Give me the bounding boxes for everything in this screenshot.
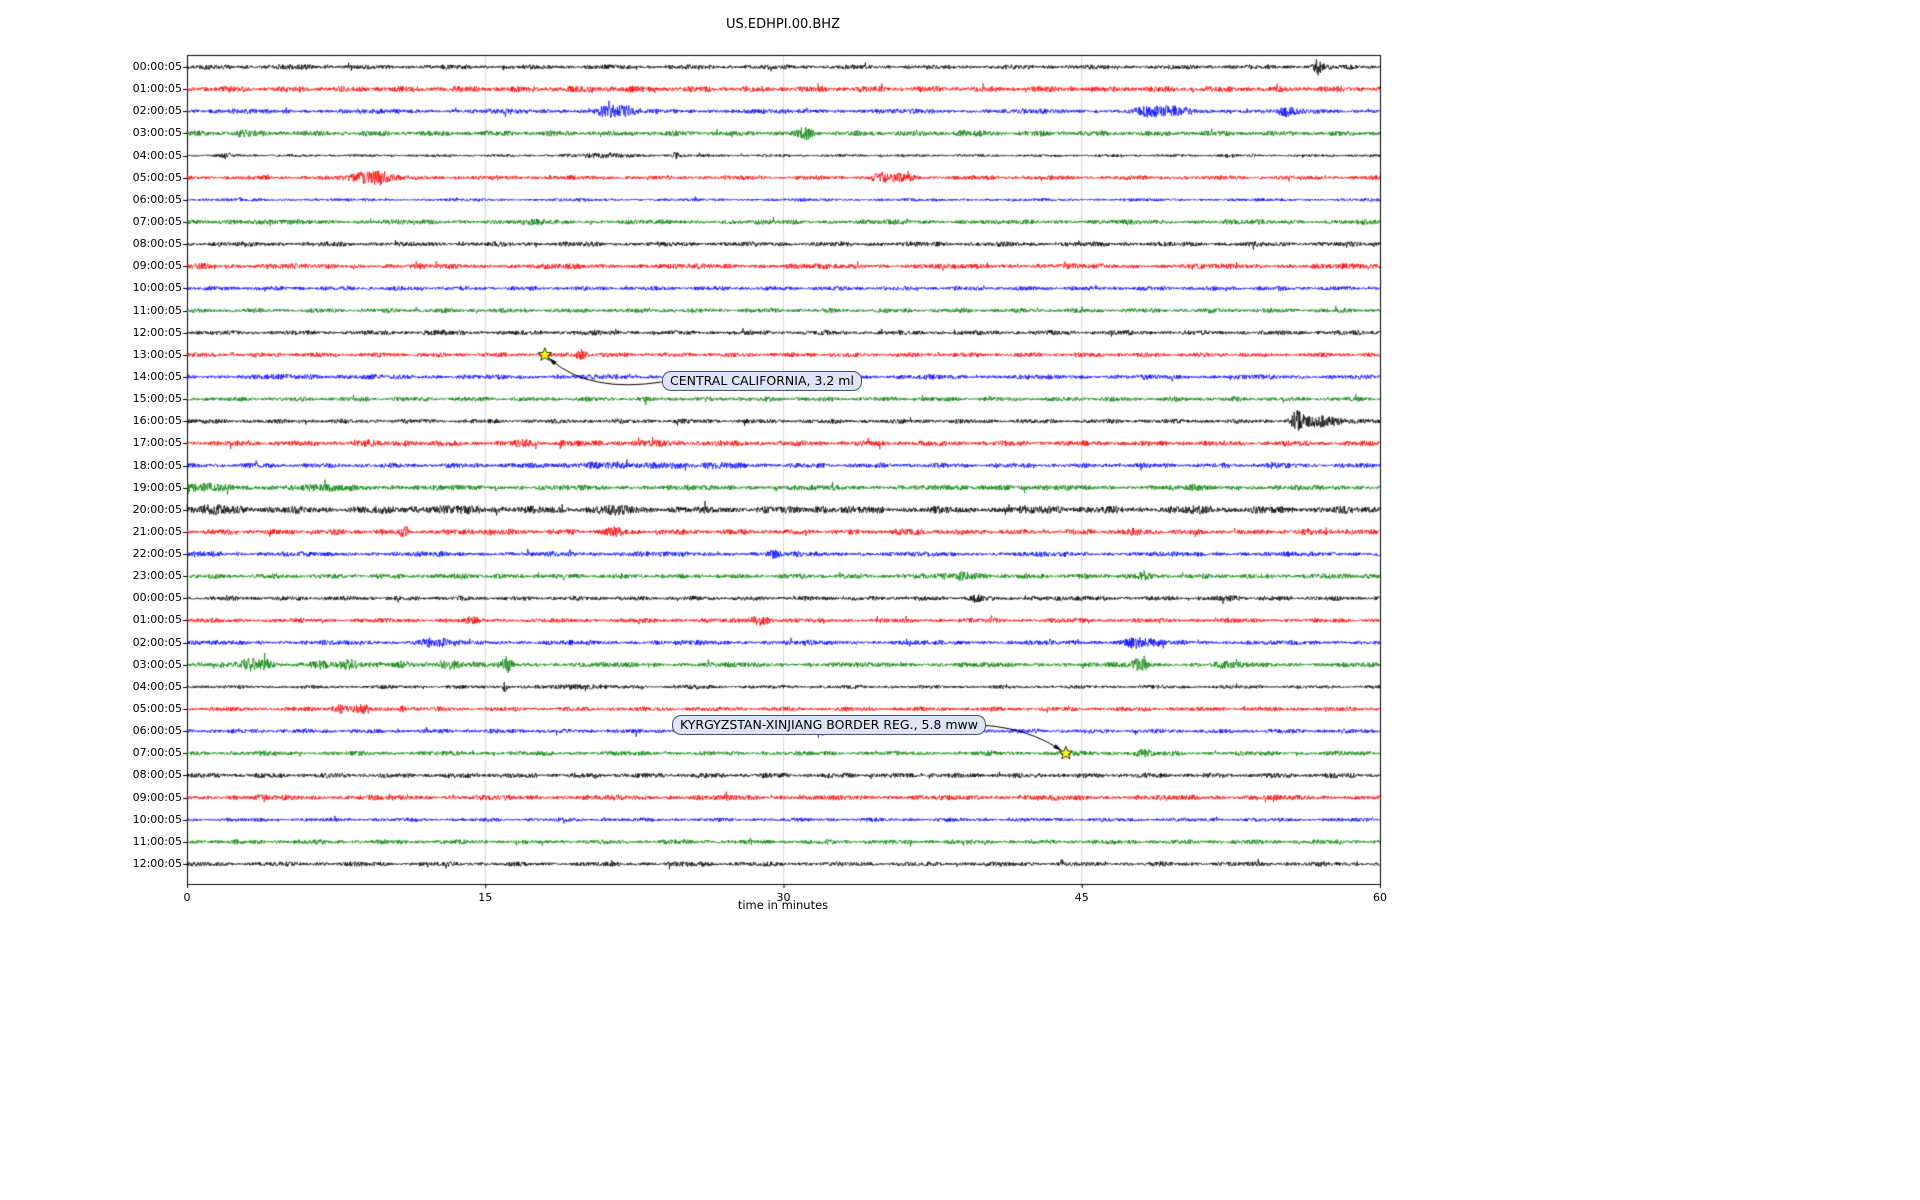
row-label: 12:00:05 <box>132 325 182 339</box>
x-tick-label: 60 <box>1373 891 1387 904</box>
row-label: 17:00:05 <box>132 436 182 450</box>
row-label: 15:00:05 <box>132 392 182 406</box>
event-annotation: CENTRAL CALIFORNIA, 3.2 ml <box>662 371 862 391</box>
row-label: 08:00:05 <box>132 237 182 251</box>
x-tick-label: 45 <box>1074 891 1089 904</box>
row-label: 00:00:05 <box>132 591 182 605</box>
row-label: 18:00:05 <box>132 458 182 472</box>
row-label: 06:00:05 <box>132 192 182 206</box>
x-tick-label: 30 <box>776 891 791 904</box>
row-label: 14:00:05 <box>132 369 182 383</box>
row-label: 16:00:05 <box>132 414 182 428</box>
row-label: 05:00:05 <box>132 702 182 716</box>
row-label: 20:00:05 <box>132 502 182 516</box>
x-tick-label: 0 <box>183 891 191 904</box>
row-label: 00:00:05 <box>132 60 182 73</box>
page-title: US.EDHPI.00.BHZ <box>726 17 840 32</box>
row-label: 21:00:05 <box>132 524 182 538</box>
row-label: 11:00:05 <box>132 834 182 848</box>
row-label: 19:00:05 <box>132 480 182 494</box>
row-label: 11:00:05 <box>132 303 182 317</box>
row-label: 07:00:05 <box>132 746 182 760</box>
row-label: 01:00:05 <box>132 613 182 627</box>
row-label: 09:00:05 <box>132 790 182 804</box>
row-label: 01:00:05 <box>132 82 182 96</box>
row-label: 08:00:05 <box>132 768 182 782</box>
row-label: 10:00:05 <box>132 812 182 826</box>
x-tick-label: 15 <box>478 891 493 904</box>
row-label: 22:00:05 <box>132 547 182 561</box>
row-label: 23:00:05 <box>132 569 182 583</box>
row-label: 04:00:05 <box>132 148 182 162</box>
row-label: 02:00:05 <box>132 104 182 118</box>
row-label: 07:00:05 <box>132 214 182 228</box>
row-label: 05:00:05 <box>132 170 182 184</box>
row-label: 12:00:05 <box>132 857 182 870</box>
row-label: 09:00:05 <box>132 259 182 273</box>
event-annotation: KYRGYZSTAN-XINJIANG BORDER REG., 5.8 mww <box>672 715 986 735</box>
row-label: 06:00:05 <box>132 724 182 738</box>
x-axis-label: time in minutes <box>737 898 829 912</box>
row-label: 10:00:05 <box>132 281 182 295</box>
row-label: 03:00:05 <box>132 126 182 140</box>
row-label: 02:00:05 <box>132 635 182 649</box>
row-label: 13:00:05 <box>132 347 182 361</box>
row-label: 04:00:05 <box>132 679 182 693</box>
row-label: 03:00:05 <box>132 657 182 671</box>
